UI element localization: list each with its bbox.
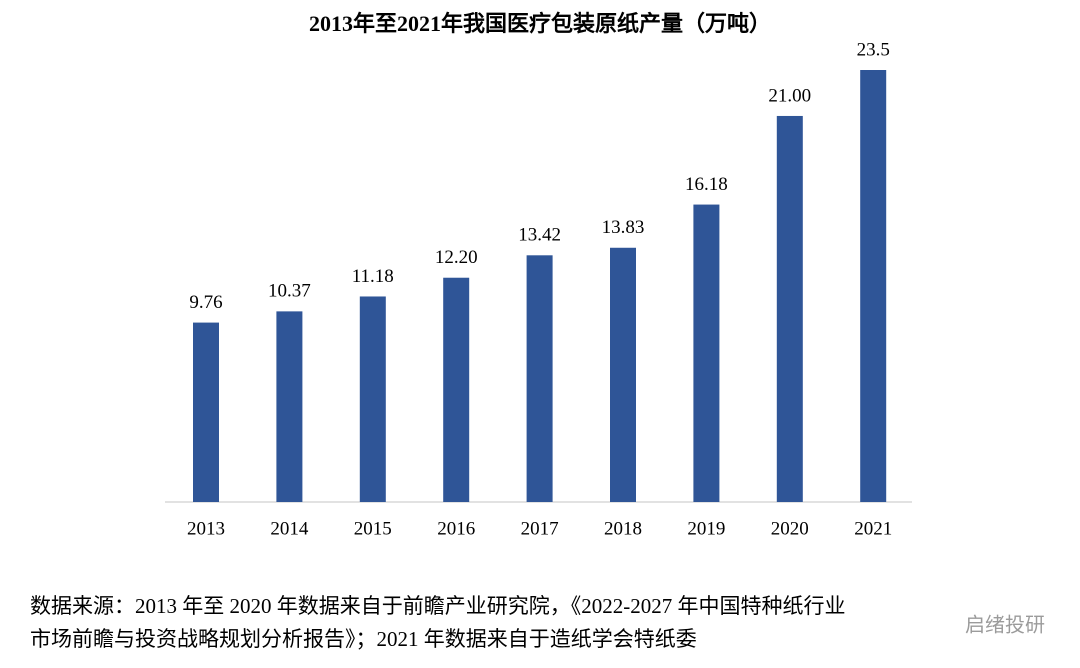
data-label: 21.00 bbox=[768, 85, 811, 106]
x-tick-label: 2018 bbox=[604, 518, 642, 539]
source-note: 市场前瞻与投资战略规划分析报告》；2021 年数据来自于造纸学会特纸委 bbox=[30, 627, 697, 651]
data-label: 10.37 bbox=[268, 281, 311, 302]
data-label: 16.18 bbox=[685, 174, 728, 195]
x-tick-label: 2021 bbox=[854, 518, 892, 539]
x-tick-label: 2015 bbox=[354, 518, 392, 539]
data-label: 12.20 bbox=[435, 247, 478, 268]
bar bbox=[359, 296, 386, 502]
data-label: 9.76 bbox=[189, 292, 222, 313]
x-tick-label: 2017 bbox=[521, 518, 559, 539]
bar bbox=[860, 70, 887, 502]
data-label: 23.5 bbox=[857, 39, 890, 60]
watermark: 启绪投研 bbox=[965, 613, 1045, 637]
x-tick-label: 2014 bbox=[270, 518, 309, 539]
bar bbox=[776, 115, 803, 502]
bar bbox=[693, 204, 720, 502]
data-label: 11.18 bbox=[352, 266, 394, 287]
chart-title: 2013年至2021年我国医疗包装原纸产量（万吨） bbox=[309, 11, 771, 36]
data-label: 13.42 bbox=[518, 225, 561, 246]
bar bbox=[526, 255, 553, 502]
source-note: 数据来源：2013 年至 2020 年数据来自于前瞻产业研究院，《2022-20… bbox=[30, 594, 846, 618]
bar bbox=[610, 247, 636, 502]
bar bbox=[276, 311, 303, 502]
data-label: 13.83 bbox=[602, 217, 645, 238]
x-tick-label: 2020 bbox=[771, 518, 809, 539]
bar bbox=[193, 322, 219, 502]
x-tick-label: 2013 bbox=[187, 518, 225, 539]
x-tick-label: 2016 bbox=[437, 518, 475, 539]
x-tick-label: 2019 bbox=[687, 518, 725, 539]
bar bbox=[443, 277, 470, 502]
